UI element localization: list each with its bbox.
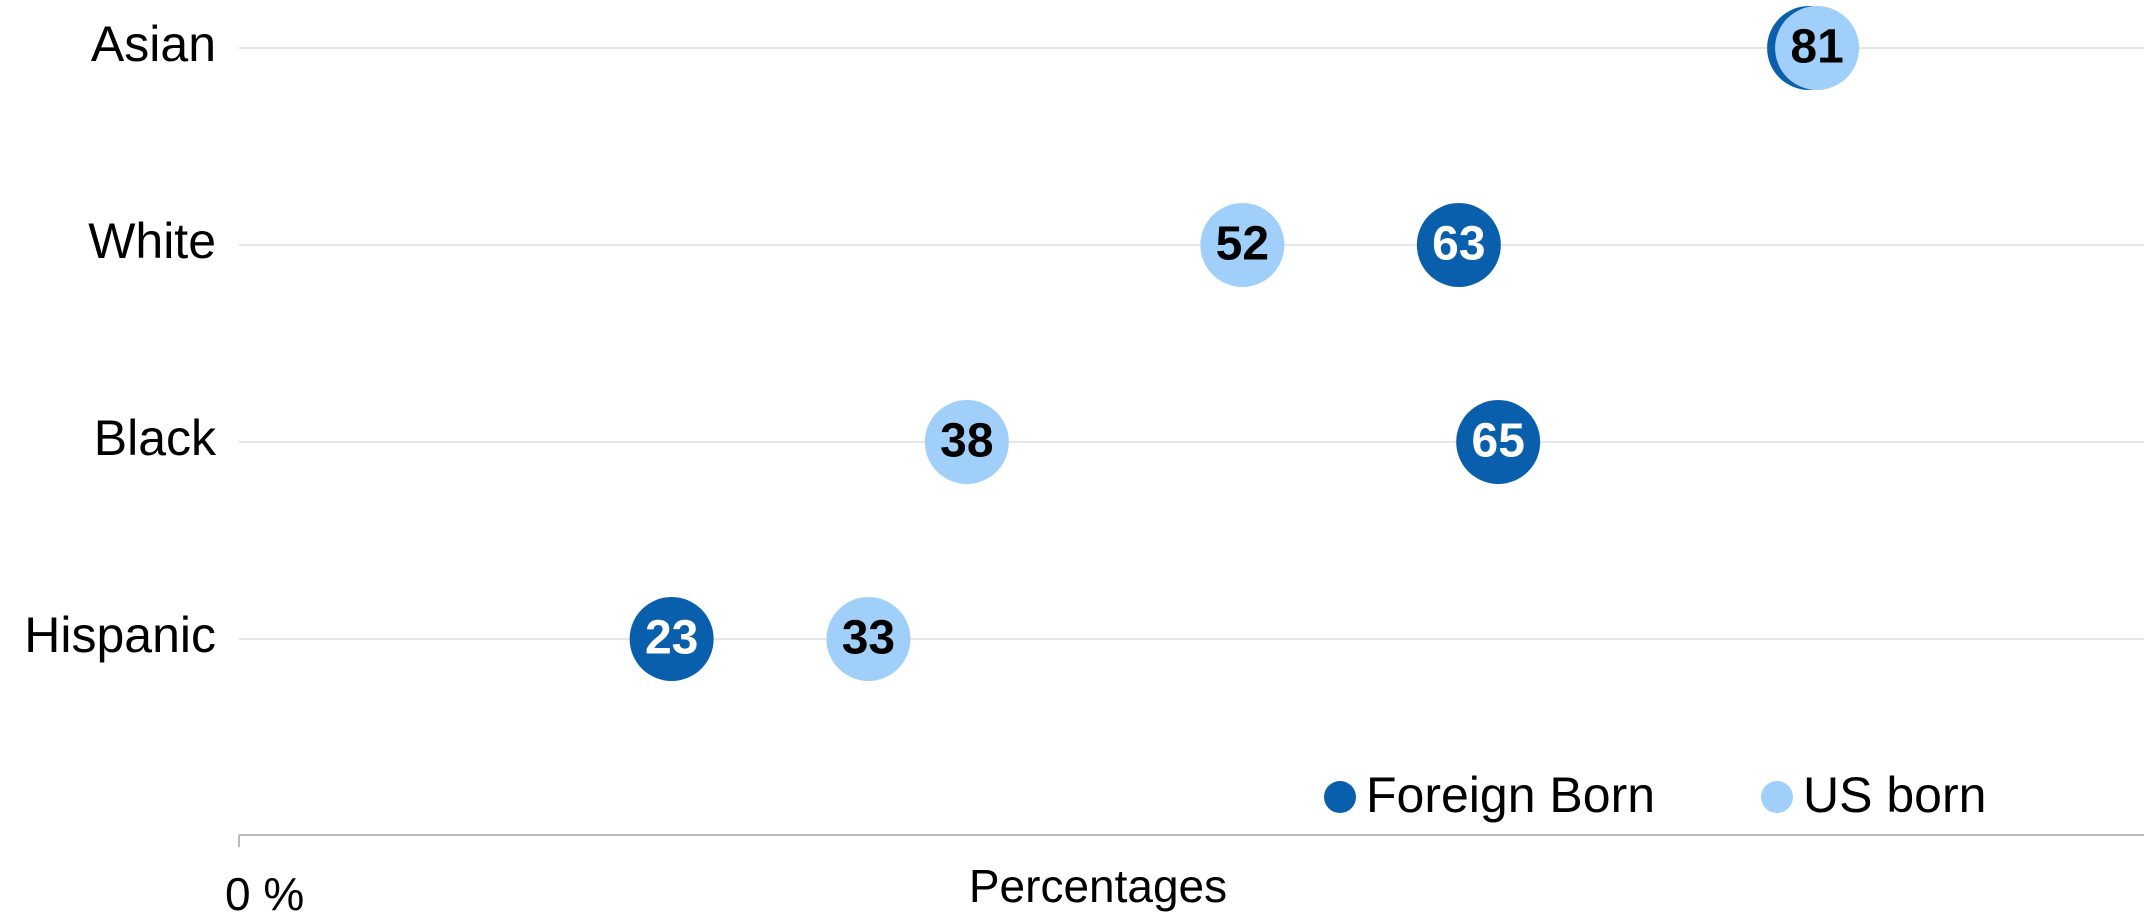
x-tick-label: 0 %: [225, 868, 304, 919]
legend-label: US born: [1803, 767, 1986, 823]
data-label: 63: [1432, 218, 1485, 271]
dot: [1775, 6, 1860, 90]
data-label: 38: [940, 415, 993, 468]
dot: [629, 597, 714, 681]
legend-marker: [1324, 781, 1356, 813]
dot: [1416, 203, 1501, 287]
data-label: 33: [842, 612, 895, 665]
y-tick-label: Hispanic: [24, 607, 216, 663]
data-label: 52: [1216, 218, 1269, 271]
data-label: 81: [1790, 21, 1843, 74]
dot: [826, 597, 911, 681]
legend-marker: [1761, 781, 1793, 813]
y-tick-label: White: [88, 213, 216, 269]
x-axis-label: Percentages: [969, 860, 1227, 912]
y-tick-label: Black: [94, 410, 217, 466]
dot: [924, 400, 1009, 484]
dot: [1200, 203, 1285, 287]
data-label: 23: [645, 612, 698, 665]
legend-label: Foreign Born: [1366, 767, 1655, 823]
data-label: 65: [1472, 415, 1525, 468]
y-tick-label: Asian: [91, 16, 216, 72]
dot: [1456, 400, 1541, 484]
